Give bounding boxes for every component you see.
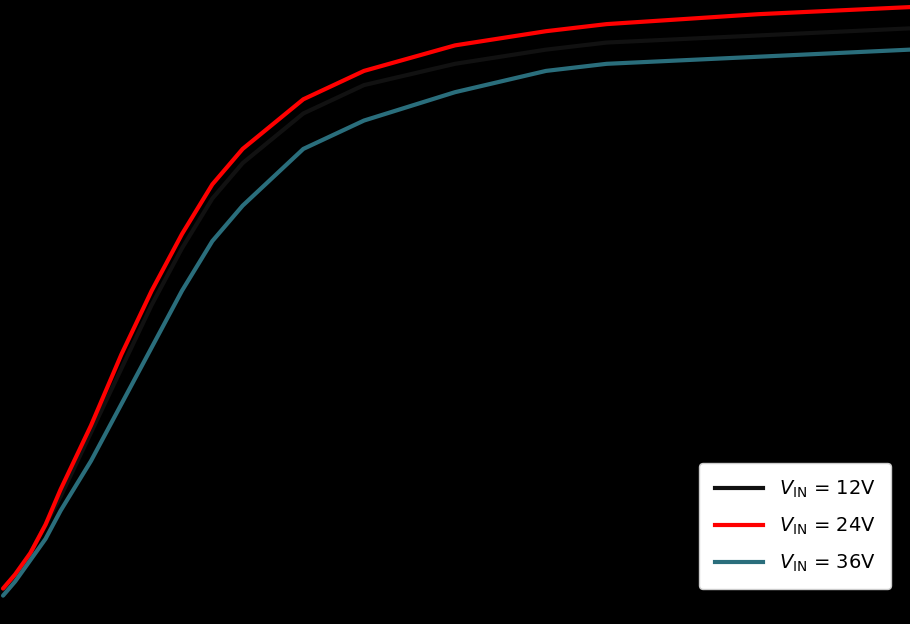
Legend: $V_{\mathregular{IN}}$ = 12V, $V_{\mathregular{IN}}$ = 24V, $V_{\mathregular{IN}: $V_{\mathregular{IN}}$ = 12V, $V_{\mathr… <box>699 463 891 589</box>
